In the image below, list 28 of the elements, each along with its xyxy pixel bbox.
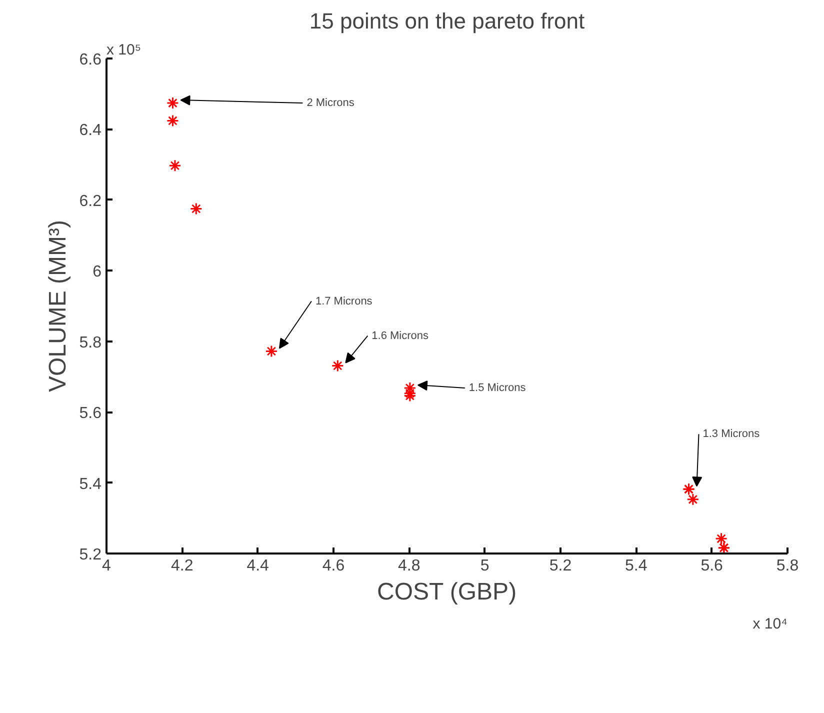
- x-axis-title: COST (GBP): [377, 578, 517, 606]
- x-tick-label: 5: [480, 558, 490, 574]
- annotation: x 10⁵: [106, 42, 142, 58]
- text: x 10⁴: [752, 616, 788, 632]
- y-tick-label: 5.8: [79, 334, 102, 352]
- x-tick-label: 4.8: [398, 558, 420, 574]
- x-tick-label: 4.6: [322, 558, 345, 574]
- y-tick-label: 6.6: [79, 52, 102, 68]
- annotation: 1.6 Microns: [372, 330, 430, 342]
- x-tick-label: 4.2: [171, 558, 194, 574]
- y-tick-label: 5.6: [79, 405, 102, 422]
- x-tick-label: 5.6: [700, 558, 724, 574]
- annotation: 1.5 Microns: [468, 382, 526, 394]
- x-tick-label: 4: [102, 558, 112, 574]
- y-tick-label: 6: [92, 264, 102, 281]
- x-tick-label: 4.4: [246, 558, 270, 574]
- annotation: 1.7 Microns: [315, 295, 373, 308]
- chart-title: 15 points on the pareto front: [309, 8, 585, 34]
- x-tick-label: 5.8: [776, 558, 799, 574]
- annotation: 1.3 Microns: [702, 428, 760, 440]
- y-axis-title: VOLUME (MM³): [44, 220, 72, 392]
- y-tick-label: 6.4: [79, 122, 102, 140]
- annotation: 2 Microns: [306, 97, 355, 110]
- y-tick-label: 5.4: [79, 476, 102, 493]
- x-tick-label: 5.4: [625, 558, 648, 574]
- y-tick-label: 5.2: [79, 546, 102, 564]
- y-tick-label: 6.2: [79, 192, 102, 210]
- x-tick-label: 5.2: [549, 558, 572, 574]
